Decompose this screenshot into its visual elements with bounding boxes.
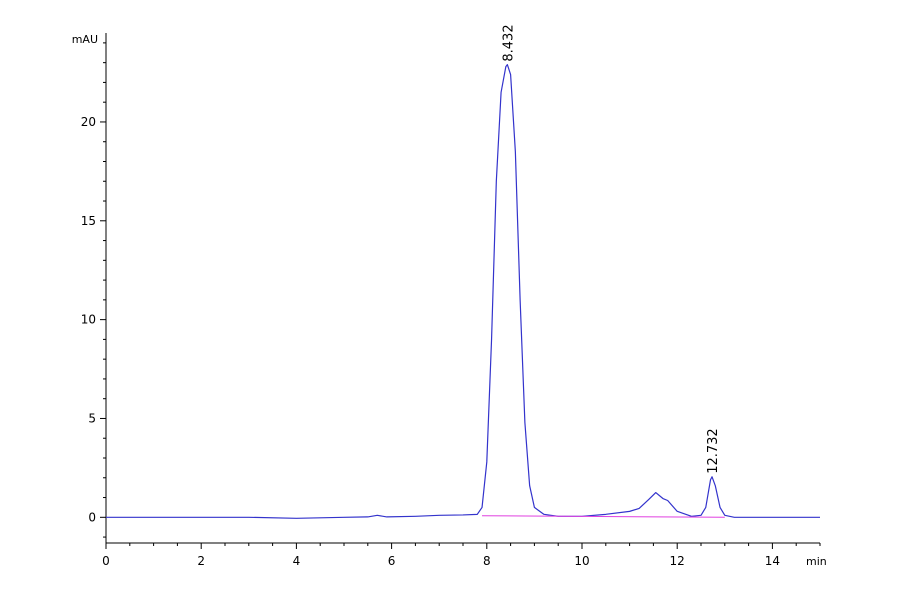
- x-tick-label: 6: [388, 554, 396, 568]
- annotation-layer: 8.432 12.732: [501, 24, 721, 473]
- signal-trace: [106, 64, 820, 519]
- x-tick-label: 10: [574, 554, 589, 568]
- x-tick-label: 12: [670, 554, 685, 568]
- x-tick-label: 14: [765, 554, 780, 568]
- y-tick-label: 10: [81, 313, 96, 327]
- y-tick-label: 5: [88, 411, 96, 425]
- series-layer: [106, 64, 820, 519]
- y-tick-label: 20: [81, 115, 96, 129]
- x-tick-label: 4: [293, 554, 301, 568]
- y-ticks-group: 0 5 10 15 20: [81, 42, 106, 538]
- peak-label: 8.432: [501, 24, 516, 61]
- x-ticks-group: 0 2 4 6 8 10 12 14: [102, 543, 821, 568]
- y-tick-label: 0: [88, 510, 96, 524]
- x-tick-label: 8: [483, 554, 491, 568]
- y-axis-label: mAU: [72, 33, 98, 46]
- x-tick-label: 0: [102, 554, 110, 568]
- peak-label: 12.732: [706, 428, 721, 474]
- y-tick-label: 15: [81, 214, 96, 228]
- x-axis-label: min: [806, 555, 827, 568]
- x-tick-label: 2: [197, 554, 205, 568]
- baseline-trace: [482, 515, 725, 518]
